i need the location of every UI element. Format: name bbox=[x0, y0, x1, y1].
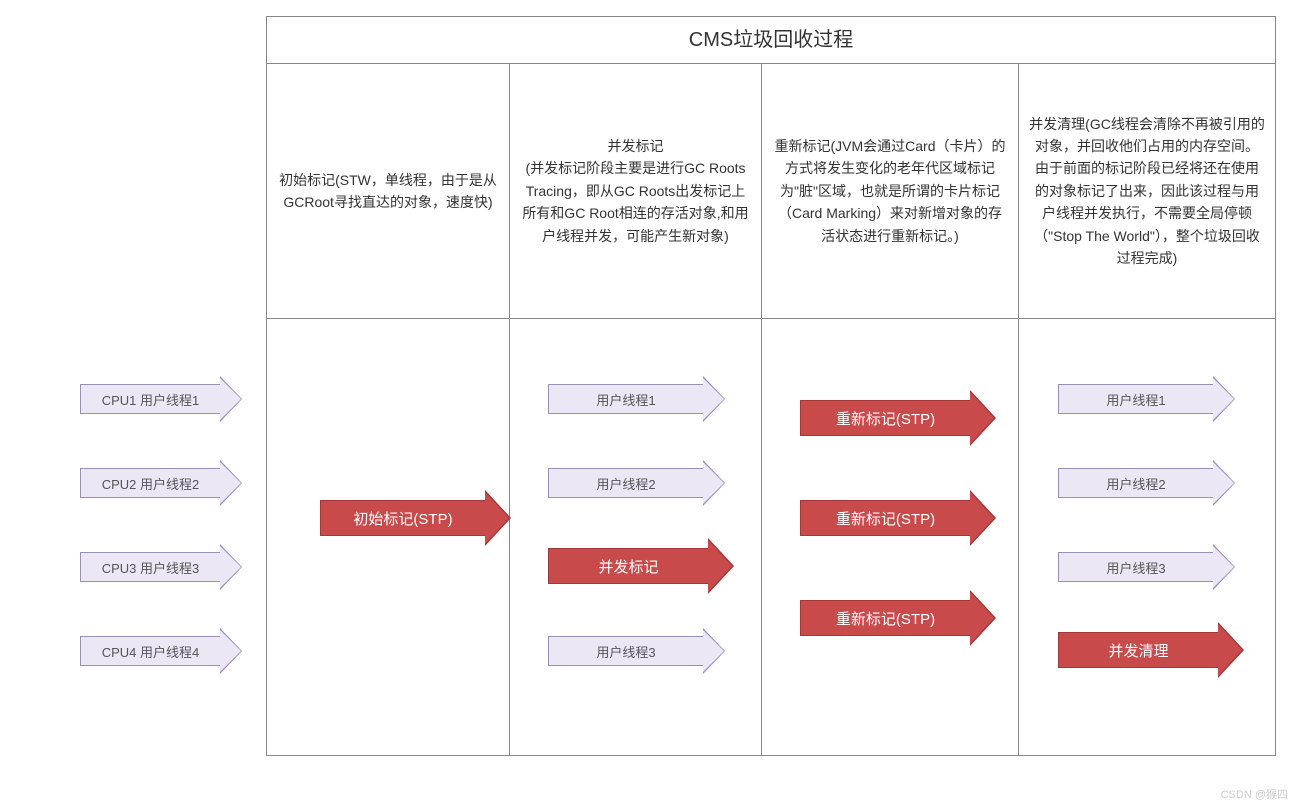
col3-gc2-label: 重新标记(STP) bbox=[800, 500, 970, 536]
col2-user1-label: 用户线程1 bbox=[548, 384, 703, 414]
diagram-title: CMS垃圾回收过程 bbox=[266, 16, 1276, 64]
col4-gc-label: 并发清理 bbox=[1058, 632, 1218, 668]
col1-gc-arrow: 初始标记(STP) bbox=[320, 490, 511, 546]
col2-user3-label: 用户线程3 bbox=[548, 636, 703, 666]
watermark: CSDN @猴四 bbox=[1221, 786, 1288, 802]
col2-user1-arrow: 用户线程1 bbox=[548, 376, 725, 422]
col2-user2-label: 用户线程2 bbox=[548, 468, 703, 498]
col4-user1-arrow: 用户线程1 bbox=[1058, 376, 1235, 422]
col4-user2-label: 用户线程2 bbox=[1058, 468, 1213, 498]
col2-heading: 并发标记 (并发标记阶段主要是进行GC Roots Tracing，即从GC R… bbox=[509, 63, 762, 319]
col3-heading: 重新标记(JVM会通过Card（卡片）的方式将发生变化的老年代区域标记为"脏"区… bbox=[761, 63, 1019, 319]
cpu-arrow-1: CPU1 用户线程1 bbox=[80, 376, 242, 422]
col4-heading: 并发清理(GC线程会清除不再被引用的对象，并回收他们占用的内存空间。由于前面的标… bbox=[1018, 63, 1276, 319]
col4-user2-arrow: 用户线程2 bbox=[1058, 460, 1235, 506]
col4-user3-arrow: 用户线程3 bbox=[1058, 544, 1235, 590]
col3-gc2-arrow: 重新标记(STP) bbox=[800, 490, 996, 546]
cpu-arrow-3: CPU3 用户线程3 bbox=[80, 544, 242, 590]
col2-user2-arrow: 用户线程2 bbox=[548, 460, 725, 506]
col2-gc-arrow: 并发标记 bbox=[548, 538, 734, 594]
col4-user1-label: 用户线程1 bbox=[1058, 384, 1213, 414]
col3-gc3-label: 重新标记(STP) bbox=[800, 600, 970, 636]
cpu-arrow-3-label: CPU3 用户线程3 bbox=[80, 552, 220, 582]
cpu-arrow-4: CPU4 用户线程4 bbox=[80, 628, 242, 674]
col3-gc3-arrow: 重新标记(STP) bbox=[800, 590, 996, 646]
cpu-arrow-2-label: CPU2 用户线程2 bbox=[80, 468, 220, 498]
col1-gc-label: 初始标记(STP) bbox=[320, 500, 485, 536]
col3-gc1-label: 重新标记(STP) bbox=[800, 400, 970, 436]
cpu-arrow-1-label: CPU1 用户线程1 bbox=[80, 384, 220, 414]
cpu-arrow-4-label: CPU4 用户线程4 bbox=[80, 636, 220, 666]
col1-heading: 初始标记(STW，单线程，由于是从GCRoot寻找直达的对象，速度快) bbox=[266, 63, 510, 319]
cpu-arrow-2: CPU2 用户线程2 bbox=[80, 460, 242, 506]
col2-gc-label: 并发标记 bbox=[548, 548, 708, 584]
col4-user3-label: 用户线程3 bbox=[1058, 552, 1213, 582]
col3-gc1-arrow: 重新标记(STP) bbox=[800, 390, 996, 446]
col4-gc-arrow: 并发清理 bbox=[1058, 622, 1244, 678]
col2-user3-arrow: 用户线程3 bbox=[548, 628, 725, 674]
